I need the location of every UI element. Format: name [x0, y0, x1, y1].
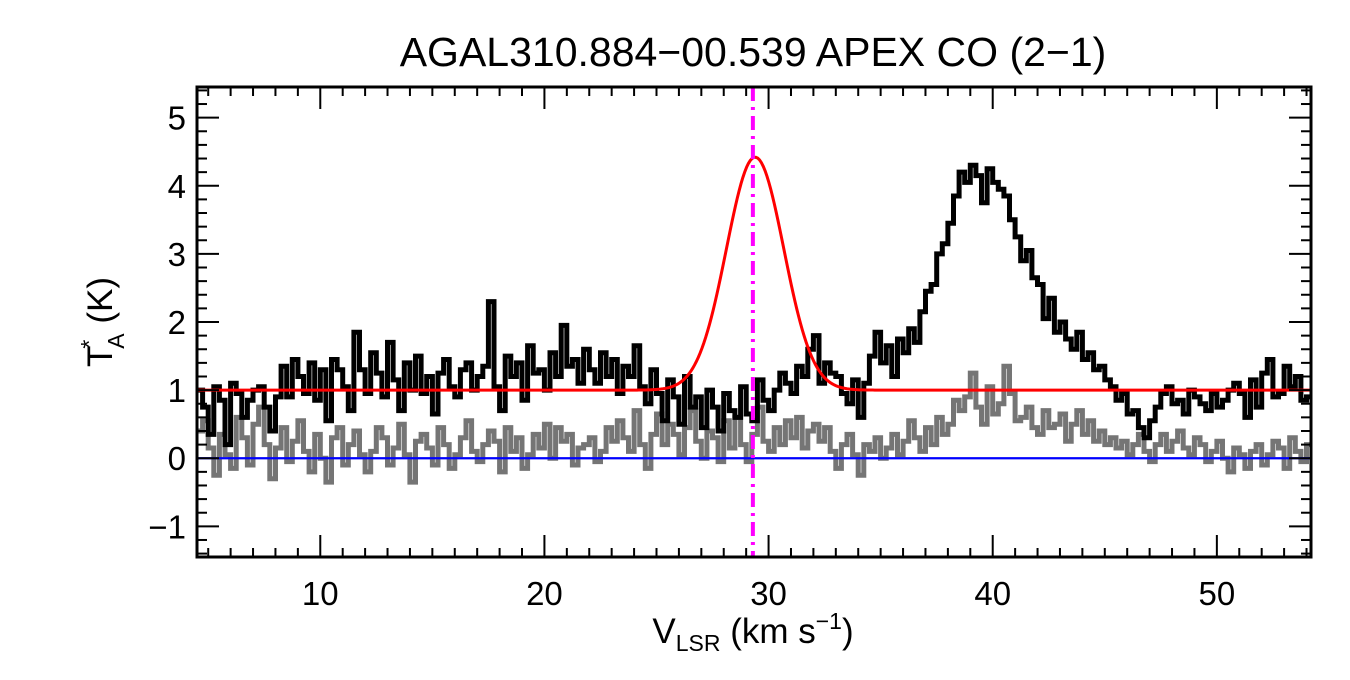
y-tick-label: 3 — [168, 236, 186, 273]
y-tick-labels: −1 0 1 2 3 4 5 — [148, 100, 186, 546]
y-axis-label: T*A (K) — [76, 277, 129, 367]
x-tick-label: 30 — [750, 575, 787, 612]
x-axis-label-main: V — [652, 612, 676, 651]
x-axis-label-sup: −1 — [816, 608, 842, 634]
plot-area — [195, 85, 1313, 559]
x-tick-label: 20 — [526, 575, 563, 612]
y-axis-label-sub: A — [103, 333, 129, 349]
y-axis-label-main: T — [81, 346, 120, 367]
x-tick-label: 50 — [1198, 575, 1235, 612]
x-tick-label: 40 — [974, 575, 1011, 612]
chart-title: AGAL310.884−00.539 APEX CO (2−1) — [400, 29, 1107, 75]
y-tick-label: 1 — [168, 372, 186, 409]
y-tick-label: −1 — [148, 508, 186, 545]
spectrum-series-line — [197, 162, 1311, 448]
x-tick-label: 10 — [302, 575, 339, 612]
x-tick-labels: 10 20 30 40 50 — [302, 575, 1235, 612]
y-tick-label: 0 — [168, 440, 186, 477]
x-axis-label: VLSR (km s−1) — [652, 608, 853, 656]
x-axis-label-close: ) — [842, 612, 854, 651]
y-axis-label-rest: (K) — [81, 277, 120, 333]
y-tick-label: 2 — [168, 304, 186, 341]
y-tick-label: 5 — [168, 100, 186, 137]
y-axis-label-sup: * — [76, 340, 102, 349]
residual-series-line — [197, 363, 1311, 485]
tick-marks — [197, 87, 1311, 557]
y-axis-label-group: T*A (K) — [76, 277, 129, 367]
x-axis-label-sub: LSR — [676, 630, 721, 656]
data-layer — [197, 87, 1311, 557]
x-axis-label-rest: (km s — [720, 612, 815, 651]
y-tick-label: 4 — [168, 168, 186, 205]
